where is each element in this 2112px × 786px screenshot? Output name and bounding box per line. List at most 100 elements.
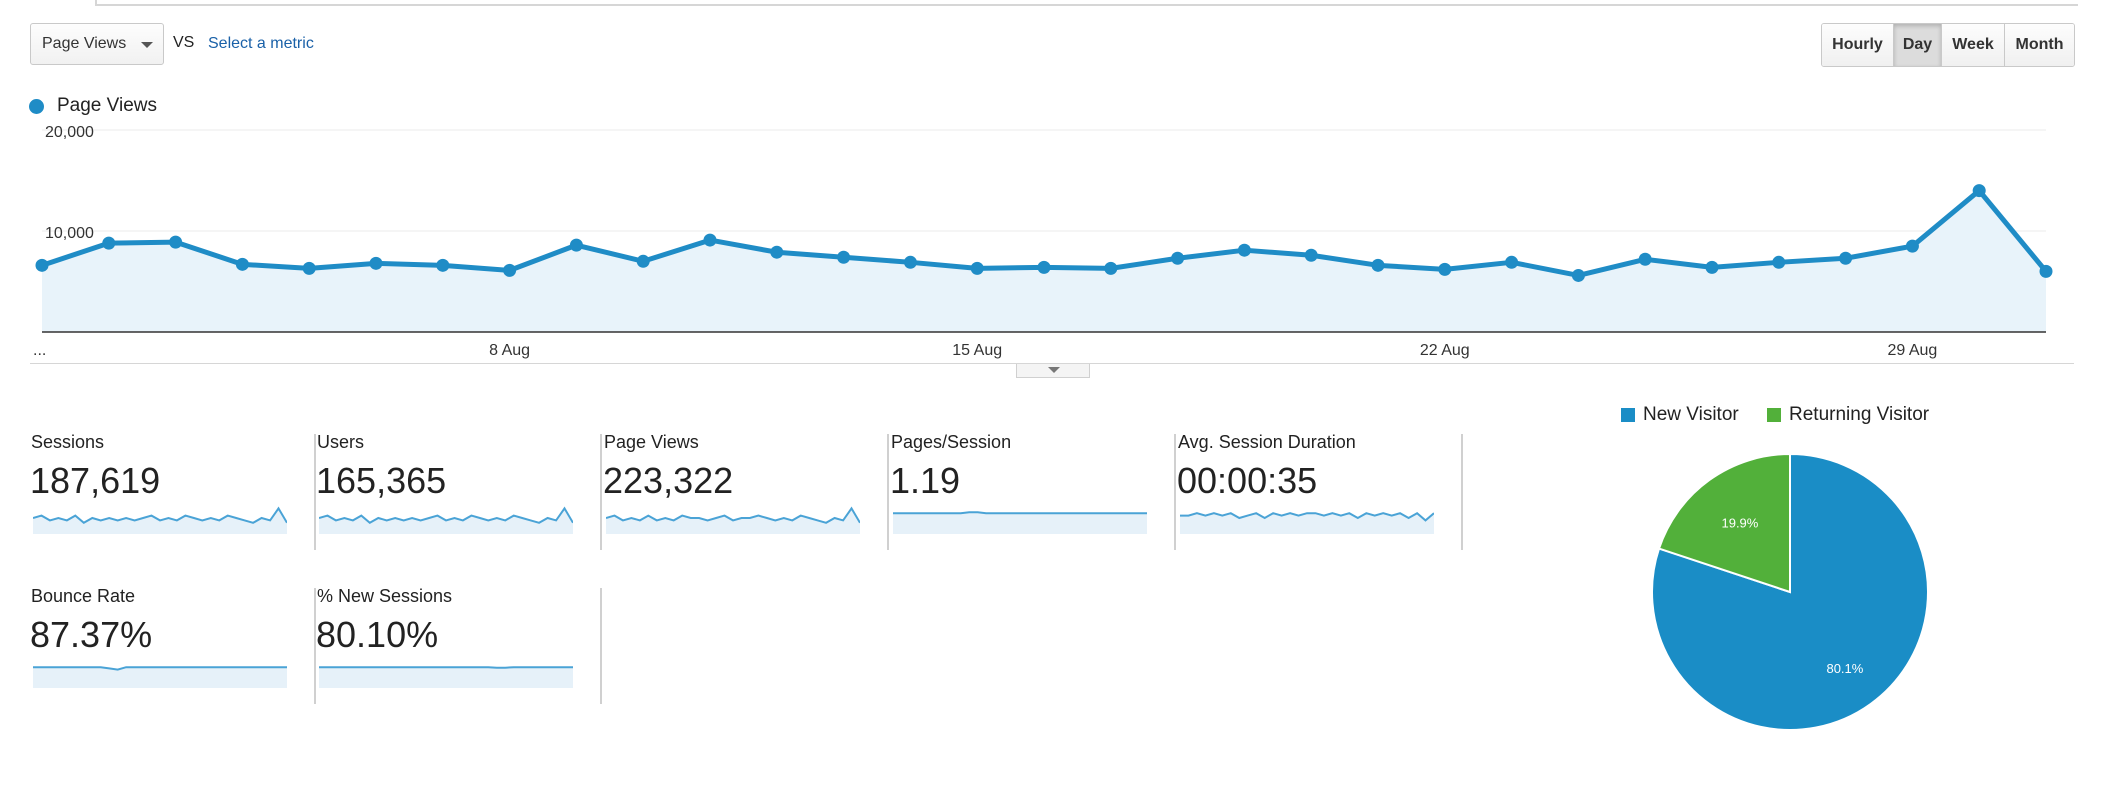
pie-slice-returning-visitor[interactable]: [1657, 452, 1791, 594]
data-point[interactable]: [1905, 239, 1919, 253]
data-point[interactable]: [436, 258, 450, 272]
select-metric-link[interactable]: Select a metric: [208, 35, 314, 52]
pie-legend-returning-visitor[interactable]: Returning Visitor: [1767, 404, 1929, 426]
data-point[interactable]: [1772, 255, 1786, 269]
sparkline: [606, 506, 860, 534]
data-point[interactable]: [35, 258, 49, 272]
x-tick-label: ...: [33, 342, 46, 359]
primary-metric-label: Page Views: [42, 35, 127, 52]
data-point[interactable]: [636, 254, 650, 268]
week-button[interactable]: Week: [1942, 24, 2005, 66]
data-point[interactable]: [1237, 243, 1251, 257]
chart-divider: [30, 363, 2074, 364]
metric-label: Bounce Rate: [31, 586, 136, 606]
hourly-button[interactable]: Hourly: [1822, 24, 1894, 66]
metric-tile-sessions[interactable]: Sessions 187,619: [30, 432, 316, 550]
data-point[interactable]: [1571, 268, 1585, 282]
legend-square-icon: [1621, 408, 1635, 422]
sparkline-line: [606, 506, 860, 524]
sparkline-area: [319, 667, 573, 688]
sparkline: [33, 506, 287, 534]
legend-dot-icon: [29, 98, 44, 114]
metric-tile-new-sessions[interactable]: % New Sessions 80.10%: [316, 586, 602, 704]
data-point[interactable]: [1371, 258, 1385, 272]
metric-label: Page Views: [604, 432, 699, 452]
series-area: [42, 190, 2046, 332]
sparkline: [33, 666, 287, 688]
metric-label: Sessions: [31, 432, 105, 452]
metric-value: 00:00:35: [1177, 460, 1318, 501]
sparkline-area: [893, 512, 1147, 534]
vs-label: VS: [173, 34, 195, 51]
chart-resize-handle[interactable]: [1016, 364, 1090, 378]
primary-metric-dropdown[interactable]: Page Views: [30, 23, 164, 65]
sparkline-line: [33, 506, 287, 525]
data-point[interactable]: [1104, 261, 1118, 275]
data-point[interactable]: [569, 238, 583, 252]
metric-value: 223,322: [603, 460, 734, 501]
legend-series-name: Page Views: [57, 95, 157, 116]
data-point[interactable]: [235, 257, 249, 271]
data-point[interactable]: [1839, 251, 1853, 265]
data-point[interactable]: [1171, 251, 1185, 265]
pie-slice-label: 80.1%: [1826, 661, 1863, 676]
data-point[interactable]: [1972, 184, 1986, 198]
data-point[interactable]: [302, 261, 316, 275]
metric-value: 87.37%: [30, 614, 153, 655]
sparkline-area: [33, 667, 287, 688]
data-point[interactable]: [1638, 252, 1652, 266]
legend-square-icon: [1767, 408, 1781, 422]
pie-legend-label: Returning Visitor: [1789, 404, 1930, 425]
sparkline-area: [1180, 513, 1434, 534]
data-point[interactable]: [1438, 262, 1452, 276]
data-point[interactable]: [369, 256, 383, 270]
data-point[interactable]: [102, 236, 116, 250]
chevron-down-icon: [141, 42, 153, 48]
y-tick-label: 20,000: [45, 124, 94, 141]
time-granularity-group: Hourly Day Week Month: [1821, 23, 2075, 67]
month-button[interactable]: Month: [2005, 24, 2074, 66]
metric-value: 165,365: [316, 460, 447, 501]
y-tick-label: 10,000: [45, 225, 94, 242]
x-tick-label: 15 Aug: [952, 342, 1002, 359]
sparkline-line: [319, 666, 573, 669]
x-tick-label: 22 Aug: [1420, 342, 1470, 359]
sparkline: [319, 666, 573, 688]
pie-slice-label: 19.9%: [1721, 516, 1758, 531]
sparkline: [319, 506, 573, 534]
metric-tile-page-views[interactable]: Page Views 223,322: [603, 432, 889, 550]
data-point[interactable]: [503, 263, 517, 277]
metric-tile-avg-session-duration[interactable]: Avg. Session Duration 00:00:35: [1177, 432, 1463, 550]
metric-label: Pages/Session: [891, 432, 1012, 452]
data-point[interactable]: [1037, 260, 1051, 274]
data-point[interactable]: [837, 250, 851, 264]
metric-label: % New Sessions: [317, 586, 453, 606]
metric-value: 1.19: [890, 460, 961, 501]
sparkline: [893, 511, 1147, 534]
metric-tile-pages-per-session[interactable]: Pages/Session 1.19: [890, 432, 1176, 550]
sparkline-line: [893, 511, 1147, 515]
data-point[interactable]: [1505, 255, 1519, 269]
data-point[interactable]: [770, 245, 784, 259]
data-point[interactable]: [903, 255, 917, 269]
day-button[interactable]: Day: [1894, 24, 1942, 66]
data-point[interactable]: [1304, 248, 1318, 262]
data-point[interactable]: [1705, 260, 1719, 274]
visitor-type-pie-chart: 80.1% 19.9%: [1651, 452, 1929, 731]
data-point[interactable]: [2039, 264, 2053, 278]
page-views-line-chart: 10,000 20,000... 8 Aug 15 Aug 22 Aug 29 Aug: [33, 124, 2053, 359]
sparkline-line: [1180, 511, 1434, 522]
metric-value: 80.10%: [316, 614, 439, 655]
caret-down-icon: [1048, 367, 1060, 373]
metric-value: 187,619: [30, 460, 161, 501]
pie-legend-label: New Visitor: [1643, 404, 1739, 425]
metric-tile-users[interactable]: Users 165,365: [316, 432, 602, 550]
metric-tile-bounce-rate[interactable]: Bounce Rate 87.37%: [30, 586, 316, 704]
data-point[interactable]: [970, 261, 984, 275]
data-point[interactable]: [703, 233, 717, 247]
pie-legend-new-visitor[interactable]: New Visitor: [1621, 404, 1739, 426]
chart-legend: Page Views: [29, 95, 157, 117]
sparkline-line: [33, 666, 287, 671]
report-tab[interactable]: [0, 0, 97, 6]
data-point[interactable]: [169, 235, 183, 249]
